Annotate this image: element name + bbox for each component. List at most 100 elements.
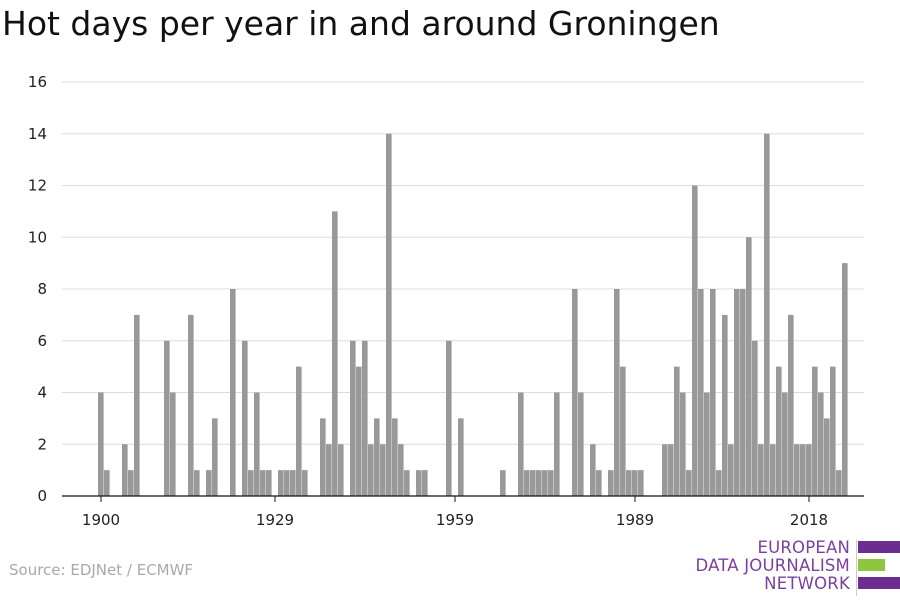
bar-1947: [380, 444, 386, 496]
bar-1905: [128, 470, 134, 496]
bar-1912: [170, 392, 176, 496]
bar-1945: [368, 444, 374, 496]
chart-title: Hot days per year in and around Groninge…: [2, 4, 720, 43]
bar-1918: [206, 470, 212, 496]
bar-1915: [188, 314, 194, 496]
bar-1967: [500, 470, 506, 496]
grid-lines: [62, 81, 864, 445]
bar-1954: [422, 470, 428, 496]
bar-2009: [752, 340, 758, 496]
bar-1932: [290, 470, 296, 496]
x-tick-label: 1900: [82, 511, 120, 529]
bar-1931: [284, 470, 290, 496]
logo-separator: [856, 540, 857, 596]
bar-1986: [614, 289, 620, 496]
bar-2005: [728, 444, 734, 496]
bar-1928: [266, 470, 272, 496]
bar-1976: [554, 392, 560, 496]
bar-2020: [818, 392, 824, 496]
bar-2016: [794, 444, 800, 496]
bar-1938: [326, 444, 332, 496]
bar-2000: [698, 289, 704, 496]
bar-1980: [578, 392, 584, 496]
bar-2012: [770, 444, 776, 496]
bar-1934: [302, 470, 308, 496]
bar-1979: [572, 289, 578, 496]
bar-2007: [740, 289, 746, 496]
logo-bar-green: [858, 559, 885, 571]
bar-1987: [620, 366, 626, 496]
bar-2004: [722, 314, 728, 496]
bar-1982: [590, 444, 596, 496]
bar-1946: [374, 418, 380, 496]
bar-1933: [296, 366, 302, 496]
bar-2015: [788, 314, 794, 496]
y-tick-label: 12: [28, 177, 47, 195]
x-tick-label: 2018: [790, 511, 828, 529]
bar-1948: [386, 133, 392, 496]
bar-2010: [758, 444, 764, 496]
bar-1997: [680, 392, 686, 496]
x-tick-label: 1929: [256, 511, 294, 529]
bar-1985: [608, 470, 614, 496]
bar-1906: [134, 314, 140, 496]
bar-1944: [362, 340, 368, 496]
bar-1960: [458, 418, 464, 496]
bar-2017: [800, 444, 806, 496]
bar-1994: [662, 444, 668, 496]
y-tick-label: 14: [28, 125, 47, 143]
bar-1975: [548, 470, 554, 496]
logo-bar-purple-bottom: [858, 577, 900, 589]
bar-1900: [98, 392, 104, 496]
bar-1973: [536, 470, 542, 496]
y-tick-label: 2: [37, 435, 47, 453]
bar-1950: [398, 444, 404, 496]
bar-1922: [230, 289, 236, 496]
bar-2021: [824, 418, 830, 496]
bar-1949: [392, 418, 398, 496]
logo-line-3: NETWORK: [764, 574, 850, 593]
logo-bar-purple-top: [858, 541, 900, 553]
bar-2002: [710, 289, 716, 496]
bar-1924: [242, 340, 248, 496]
bar-1916: [194, 470, 200, 496]
bar-1972: [530, 470, 536, 496]
bar-1999: [692, 185, 698, 496]
bar-1995: [668, 444, 674, 496]
bar-2024: [842, 263, 848, 496]
bar-1927: [260, 470, 266, 496]
bar-1940: [338, 444, 344, 496]
bar-1953: [416, 470, 422, 496]
bar-1925: [248, 470, 254, 496]
logo-line-2: DATA JOURNALISM: [695, 556, 850, 575]
bar-2018: [806, 444, 812, 496]
bars: [98, 133, 848, 496]
bar-1951: [404, 470, 410, 496]
bar-1989: [632, 470, 638, 496]
y-tick-label: 8: [37, 280, 47, 298]
bar-1911: [164, 340, 170, 496]
x-axis-ticks: 1900 1929 1959 1989 2018: [82, 496, 828, 529]
bar-2006: [734, 289, 740, 496]
bar-1930: [278, 470, 284, 496]
bar-2023: [836, 470, 842, 496]
y-tick-label: 0: [37, 487, 47, 505]
bar-2014: [782, 392, 788, 496]
source-note: Source: EDJNet / ECMWF: [9, 561, 194, 579]
y-tick-label: 6: [37, 332, 47, 350]
bar-1988: [626, 470, 632, 496]
bar-1998: [686, 470, 692, 496]
bar-1958: [446, 340, 452, 496]
bar-2013: [776, 366, 782, 496]
bar-1919: [212, 418, 218, 496]
x-tick-label: 1959: [436, 511, 474, 529]
bar-1942: [350, 340, 356, 496]
bar-1990: [638, 470, 644, 496]
bar-1971: [524, 470, 530, 496]
bar-2022: [830, 366, 836, 496]
bar-1996: [674, 366, 680, 496]
y-tick-label: 10: [28, 228, 47, 246]
x-tick-label: 1989: [616, 511, 654, 529]
y-tick-label: 16: [28, 73, 47, 91]
